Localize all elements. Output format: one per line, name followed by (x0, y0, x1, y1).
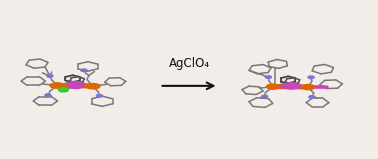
Circle shape (59, 88, 68, 92)
Circle shape (86, 83, 99, 89)
Circle shape (262, 95, 268, 98)
Text: AgClO₄: AgClO₄ (169, 57, 209, 70)
Circle shape (81, 69, 87, 72)
Circle shape (265, 76, 271, 78)
Circle shape (67, 82, 84, 89)
Circle shape (284, 83, 299, 89)
Circle shape (96, 94, 102, 97)
Circle shape (47, 75, 53, 77)
Circle shape (267, 84, 279, 89)
Circle shape (309, 96, 315, 98)
Circle shape (308, 76, 314, 79)
Circle shape (302, 85, 314, 90)
Circle shape (45, 94, 51, 96)
Circle shape (51, 83, 64, 88)
